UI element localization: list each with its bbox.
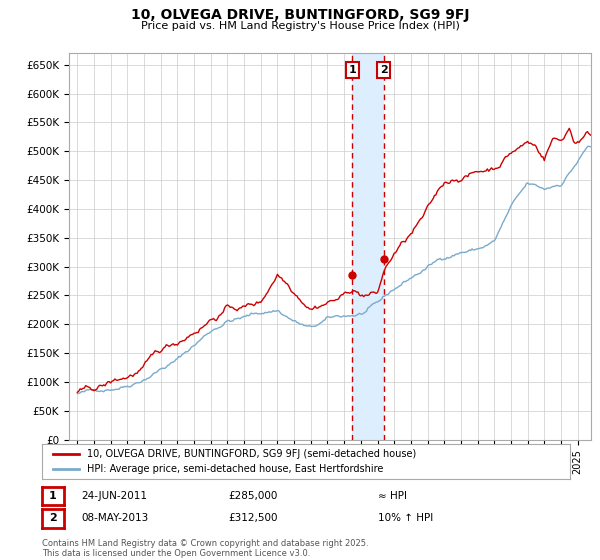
Bar [352, 53, 383, 440]
Text: Price paid vs. HM Land Registry's House Price Index (HPI): Price paid vs. HM Land Registry's House … [140, 21, 460, 31]
Text: 24-JUN-2011: 24-JUN-2011 [81, 491, 147, 501]
Text: £312,500: £312,500 [228, 513, 277, 523]
Text: 1: 1 [49, 491, 56, 501]
Text: Contains HM Land Registry data © Crown copyright and database right 2025.
This d: Contains HM Land Registry data © Crown c… [42, 539, 368, 558]
Text: 08-MAY-2013: 08-MAY-2013 [81, 513, 148, 523]
Text: 2: 2 [380, 65, 388, 75]
Text: 10% ↑ HPI: 10% ↑ HPI [378, 513, 433, 523]
Text: ≈ HPI: ≈ HPI [378, 491, 407, 501]
Text: 2: 2 [49, 514, 56, 523]
Text: £285,000: £285,000 [228, 491, 277, 501]
Text: 1: 1 [349, 65, 356, 75]
Text: HPI: Average price, semi-detached house, East Hertfordshire: HPI: Average price, semi-detached house,… [87, 464, 383, 474]
Text: 10, OLVEGA DRIVE, BUNTINGFORD, SG9 9FJ: 10, OLVEGA DRIVE, BUNTINGFORD, SG9 9FJ [131, 8, 469, 22]
Text: 10, OLVEGA DRIVE, BUNTINGFORD, SG9 9FJ (semi-detached house): 10, OLVEGA DRIVE, BUNTINGFORD, SG9 9FJ (… [87, 449, 416, 459]
